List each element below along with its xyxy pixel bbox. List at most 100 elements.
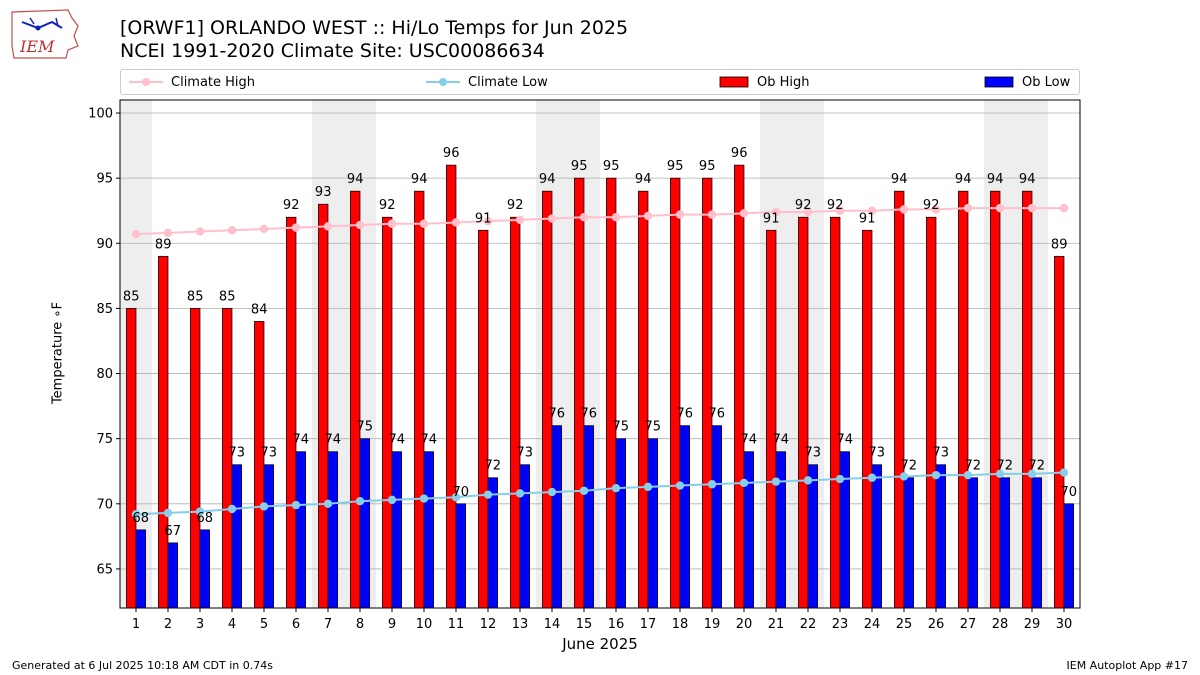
x-tick-label: 14 xyxy=(544,617,561,632)
climate-low-point xyxy=(579,486,589,495)
ob-low-bar xyxy=(967,477,978,609)
ob-low-bar xyxy=(743,451,754,609)
x-tick-label: 25 xyxy=(896,617,913,632)
climate-low-point xyxy=(483,490,493,499)
x-tick-label: 20 xyxy=(736,617,753,632)
climate-low-point xyxy=(835,474,845,484)
x-tick-label: 23 xyxy=(832,617,849,632)
ob-high-bar xyxy=(510,216,521,609)
y-tick-label: 75 xyxy=(96,432,113,447)
climate-low-point xyxy=(163,508,173,518)
ob-low-bar xyxy=(775,451,786,609)
legend-ob-low: Ob Low xyxy=(984,70,1070,94)
ob-high-label: 91 xyxy=(859,211,876,226)
iem-logo: IEM xyxy=(11,9,79,59)
ob-high-bar xyxy=(126,308,137,609)
ob-low-bar xyxy=(679,425,690,609)
ob-high-label: 91 xyxy=(763,211,780,226)
climate-high-point xyxy=(675,210,685,219)
ob-high-label: 95 xyxy=(603,159,620,174)
x-tick-label: 12 xyxy=(480,617,497,632)
climate-low-point xyxy=(771,477,781,486)
ob-high-bar xyxy=(158,255,169,609)
ob-high-label: 89 xyxy=(155,237,172,252)
ob-low-label: 68 xyxy=(133,511,150,526)
ob-low-label: 72 xyxy=(901,459,918,474)
ob-high-label: 95 xyxy=(571,159,588,174)
ob-low-label: 73 xyxy=(805,446,822,461)
climate-low-point xyxy=(931,470,941,480)
climate-high-point xyxy=(419,219,429,228)
ob-low-bar xyxy=(519,464,530,609)
ob-high-bar xyxy=(574,177,585,609)
ob-high-label: 89 xyxy=(1051,237,1068,252)
y-tick-label: 85 xyxy=(96,302,113,317)
ob-low-label: 75 xyxy=(645,420,662,435)
x-tick-label: 5 xyxy=(260,617,268,632)
app-credit: IEM Autoplot App #17 xyxy=(1066,659,1189,672)
ob-low-bar xyxy=(423,451,434,609)
ob-low-bar xyxy=(551,425,562,609)
ob-low-bar xyxy=(615,438,626,609)
ob-high-label: 94 xyxy=(539,172,556,187)
climate-high-point xyxy=(451,218,461,227)
ob-low-label: 72 xyxy=(997,459,1014,474)
ob-high-bar xyxy=(478,229,489,609)
ob-low-label: 72 xyxy=(965,459,982,474)
ob-low-label: 73 xyxy=(869,446,886,461)
ob-low-label: 73 xyxy=(517,446,534,461)
ob-high-bar xyxy=(1054,255,1065,609)
climate-low-line xyxy=(135,471,1065,516)
ob-high-bar xyxy=(286,216,297,609)
ob-high-label: 85 xyxy=(123,289,140,304)
ob-high-label: 92 xyxy=(379,198,396,213)
x-tick-label: 28 xyxy=(992,617,1009,632)
climate-low-point xyxy=(323,499,333,508)
ob-low-label: 74 xyxy=(773,433,790,448)
ob-high-bar xyxy=(798,216,809,609)
ob-high-bar xyxy=(990,190,1001,609)
ob-high-label: 94 xyxy=(347,172,364,187)
climate-low-point xyxy=(291,500,301,510)
ob-low-bar xyxy=(871,464,882,609)
climate-low-point xyxy=(1027,469,1037,479)
ob-high-bar xyxy=(318,203,329,609)
x-tick-label: 16 xyxy=(608,617,625,632)
ob-low-bar xyxy=(359,438,370,609)
legend-climate-high-marker xyxy=(129,78,163,86)
y-tick-label: 100 xyxy=(88,107,113,122)
climate-high-point xyxy=(611,213,621,222)
ob-low-bar xyxy=(199,529,210,609)
y-tick-label: 90 xyxy=(96,237,113,252)
ob-high-bar xyxy=(734,164,745,609)
climate-high-point xyxy=(195,227,205,236)
ob-low-label: 74 xyxy=(325,433,342,448)
ob-low-bar xyxy=(455,503,466,609)
ob-low-label: 76 xyxy=(581,407,598,422)
climate-low-point xyxy=(227,504,237,514)
climate-high-point xyxy=(1027,203,1037,213)
ob-high-label: 94 xyxy=(1019,172,1036,187)
x-tick-label: 27 xyxy=(960,617,977,632)
ob-low-bar xyxy=(1063,503,1074,609)
ob-low-bar xyxy=(391,451,402,609)
legend-label: Ob High xyxy=(757,74,810,90)
x-tick-label: 10 xyxy=(416,617,433,632)
x-tick-label: 6 xyxy=(292,617,300,632)
legend-label: Ob Low xyxy=(1022,74,1071,90)
generated-timestamp: Generated at 6 Jul 2025 10:18 AM CDT in … xyxy=(12,659,273,672)
climate-high-point xyxy=(355,220,365,230)
ob-low-label: 75 xyxy=(613,420,630,435)
legend-ob-low-marker xyxy=(984,76,1014,88)
ob-low-bar xyxy=(295,451,306,609)
ob-low-bar xyxy=(1031,477,1042,609)
x-tick-label: 1 xyxy=(132,617,140,632)
chart-legend: Climate High Climate Low Ob High Ob Low xyxy=(120,69,1080,95)
x-tick-label: 7 xyxy=(324,617,332,632)
climate-low-point xyxy=(963,470,973,480)
ob-high-bar xyxy=(1022,190,1033,609)
ob-low-label: 74 xyxy=(293,433,310,448)
ob-low-label: 74 xyxy=(741,433,758,448)
climate-high-point xyxy=(163,228,173,238)
climate-high-point xyxy=(771,207,781,217)
